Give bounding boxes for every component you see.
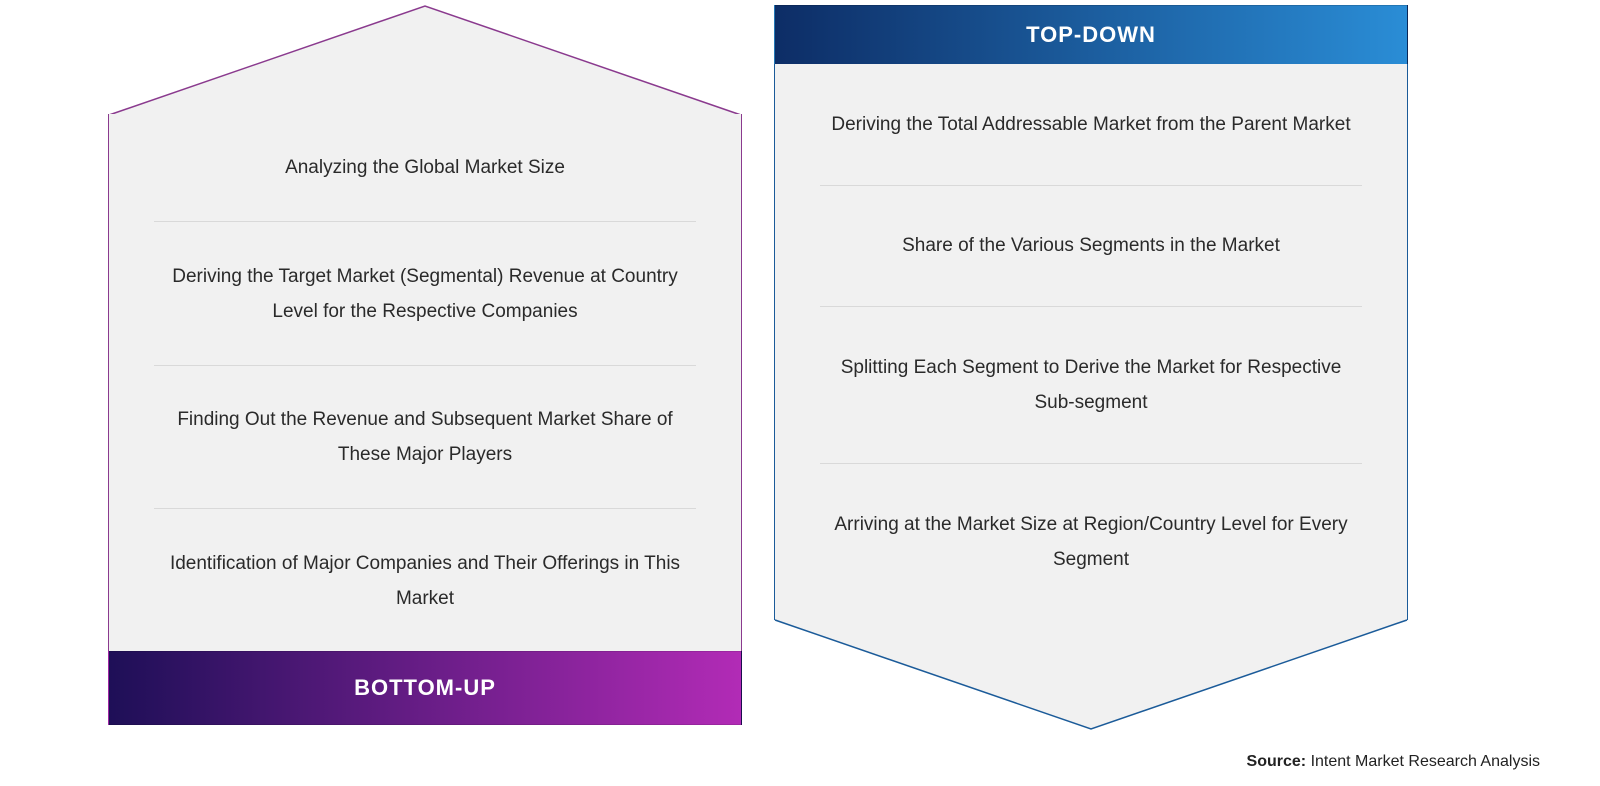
- bottom-up-title: BOTTOM-UP: [354, 675, 496, 701]
- top-down-title: TOP-DOWN: [1026, 22, 1156, 48]
- bottom-up-arrow-fill: [109, 6, 741, 115]
- top-down-item: Splitting Each Segment to Derive the Mar…: [820, 328, 1362, 442]
- bottom-up-item: Identification of Major Companies and Th…: [154, 524, 696, 638]
- divider: [820, 185, 1362, 186]
- bottom-up-arrow-tip: [108, 5, 742, 115]
- top-down-title-bar: TOP-DOWN: [774, 5, 1408, 65]
- divider: [154, 508, 696, 509]
- top-down-arrow-fill: [775, 620, 1407, 729]
- top-down-panel: TOP-DOWN Deriving the Total Addressable …: [774, 5, 1408, 725]
- bottom-up-item: Deriving the Target Market (Segmental) R…: [154, 237, 696, 351]
- bottom-up-body: Analyzing the Global Market Size Derivin…: [108, 114, 742, 652]
- bottom-up-title-bar: BOTTOM-UP: [108, 651, 742, 725]
- bottom-up-panel: Analyzing the Global Market Size Derivin…: [108, 5, 742, 725]
- bottom-up-item: Analyzing the Global Market Size: [154, 128, 696, 207]
- diagram-canvas: Analyzing the Global Market Size Derivin…: [0, 0, 1600, 786]
- divider: [820, 463, 1362, 464]
- bottom-up-item: Finding Out the Revenue and Subsequent M…: [154, 380, 696, 494]
- top-down-item: Arriving at the Market Size at Region/Co…: [820, 485, 1362, 599]
- divider: [820, 306, 1362, 307]
- source-label: Source:: [1247, 753, 1307, 770]
- source-attribution: Source: Intent Market Research Analysis: [1247, 753, 1540, 771]
- top-down-item: Deriving the Total Addressable Market fr…: [820, 85, 1362, 164]
- divider: [154, 221, 696, 222]
- divider: [154, 365, 696, 366]
- top-down-item: Share of the Various Segments in the Mar…: [820, 206, 1362, 285]
- source-text: Intent Market Research Analysis: [1311, 753, 1540, 770]
- top-down-arrow-tip: [774, 619, 1408, 729]
- top-down-body: Deriving the Total Addressable Market fr…: [774, 64, 1408, 620]
